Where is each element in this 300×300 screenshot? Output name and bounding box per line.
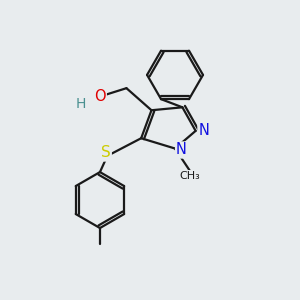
Text: O: O xyxy=(94,88,106,104)
Text: CH₃: CH₃ xyxy=(179,171,200,181)
Text: N: N xyxy=(198,123,209,138)
Text: N: N xyxy=(176,142,187,158)
Text: S: S xyxy=(101,146,111,160)
Text: H: H xyxy=(76,98,86,111)
